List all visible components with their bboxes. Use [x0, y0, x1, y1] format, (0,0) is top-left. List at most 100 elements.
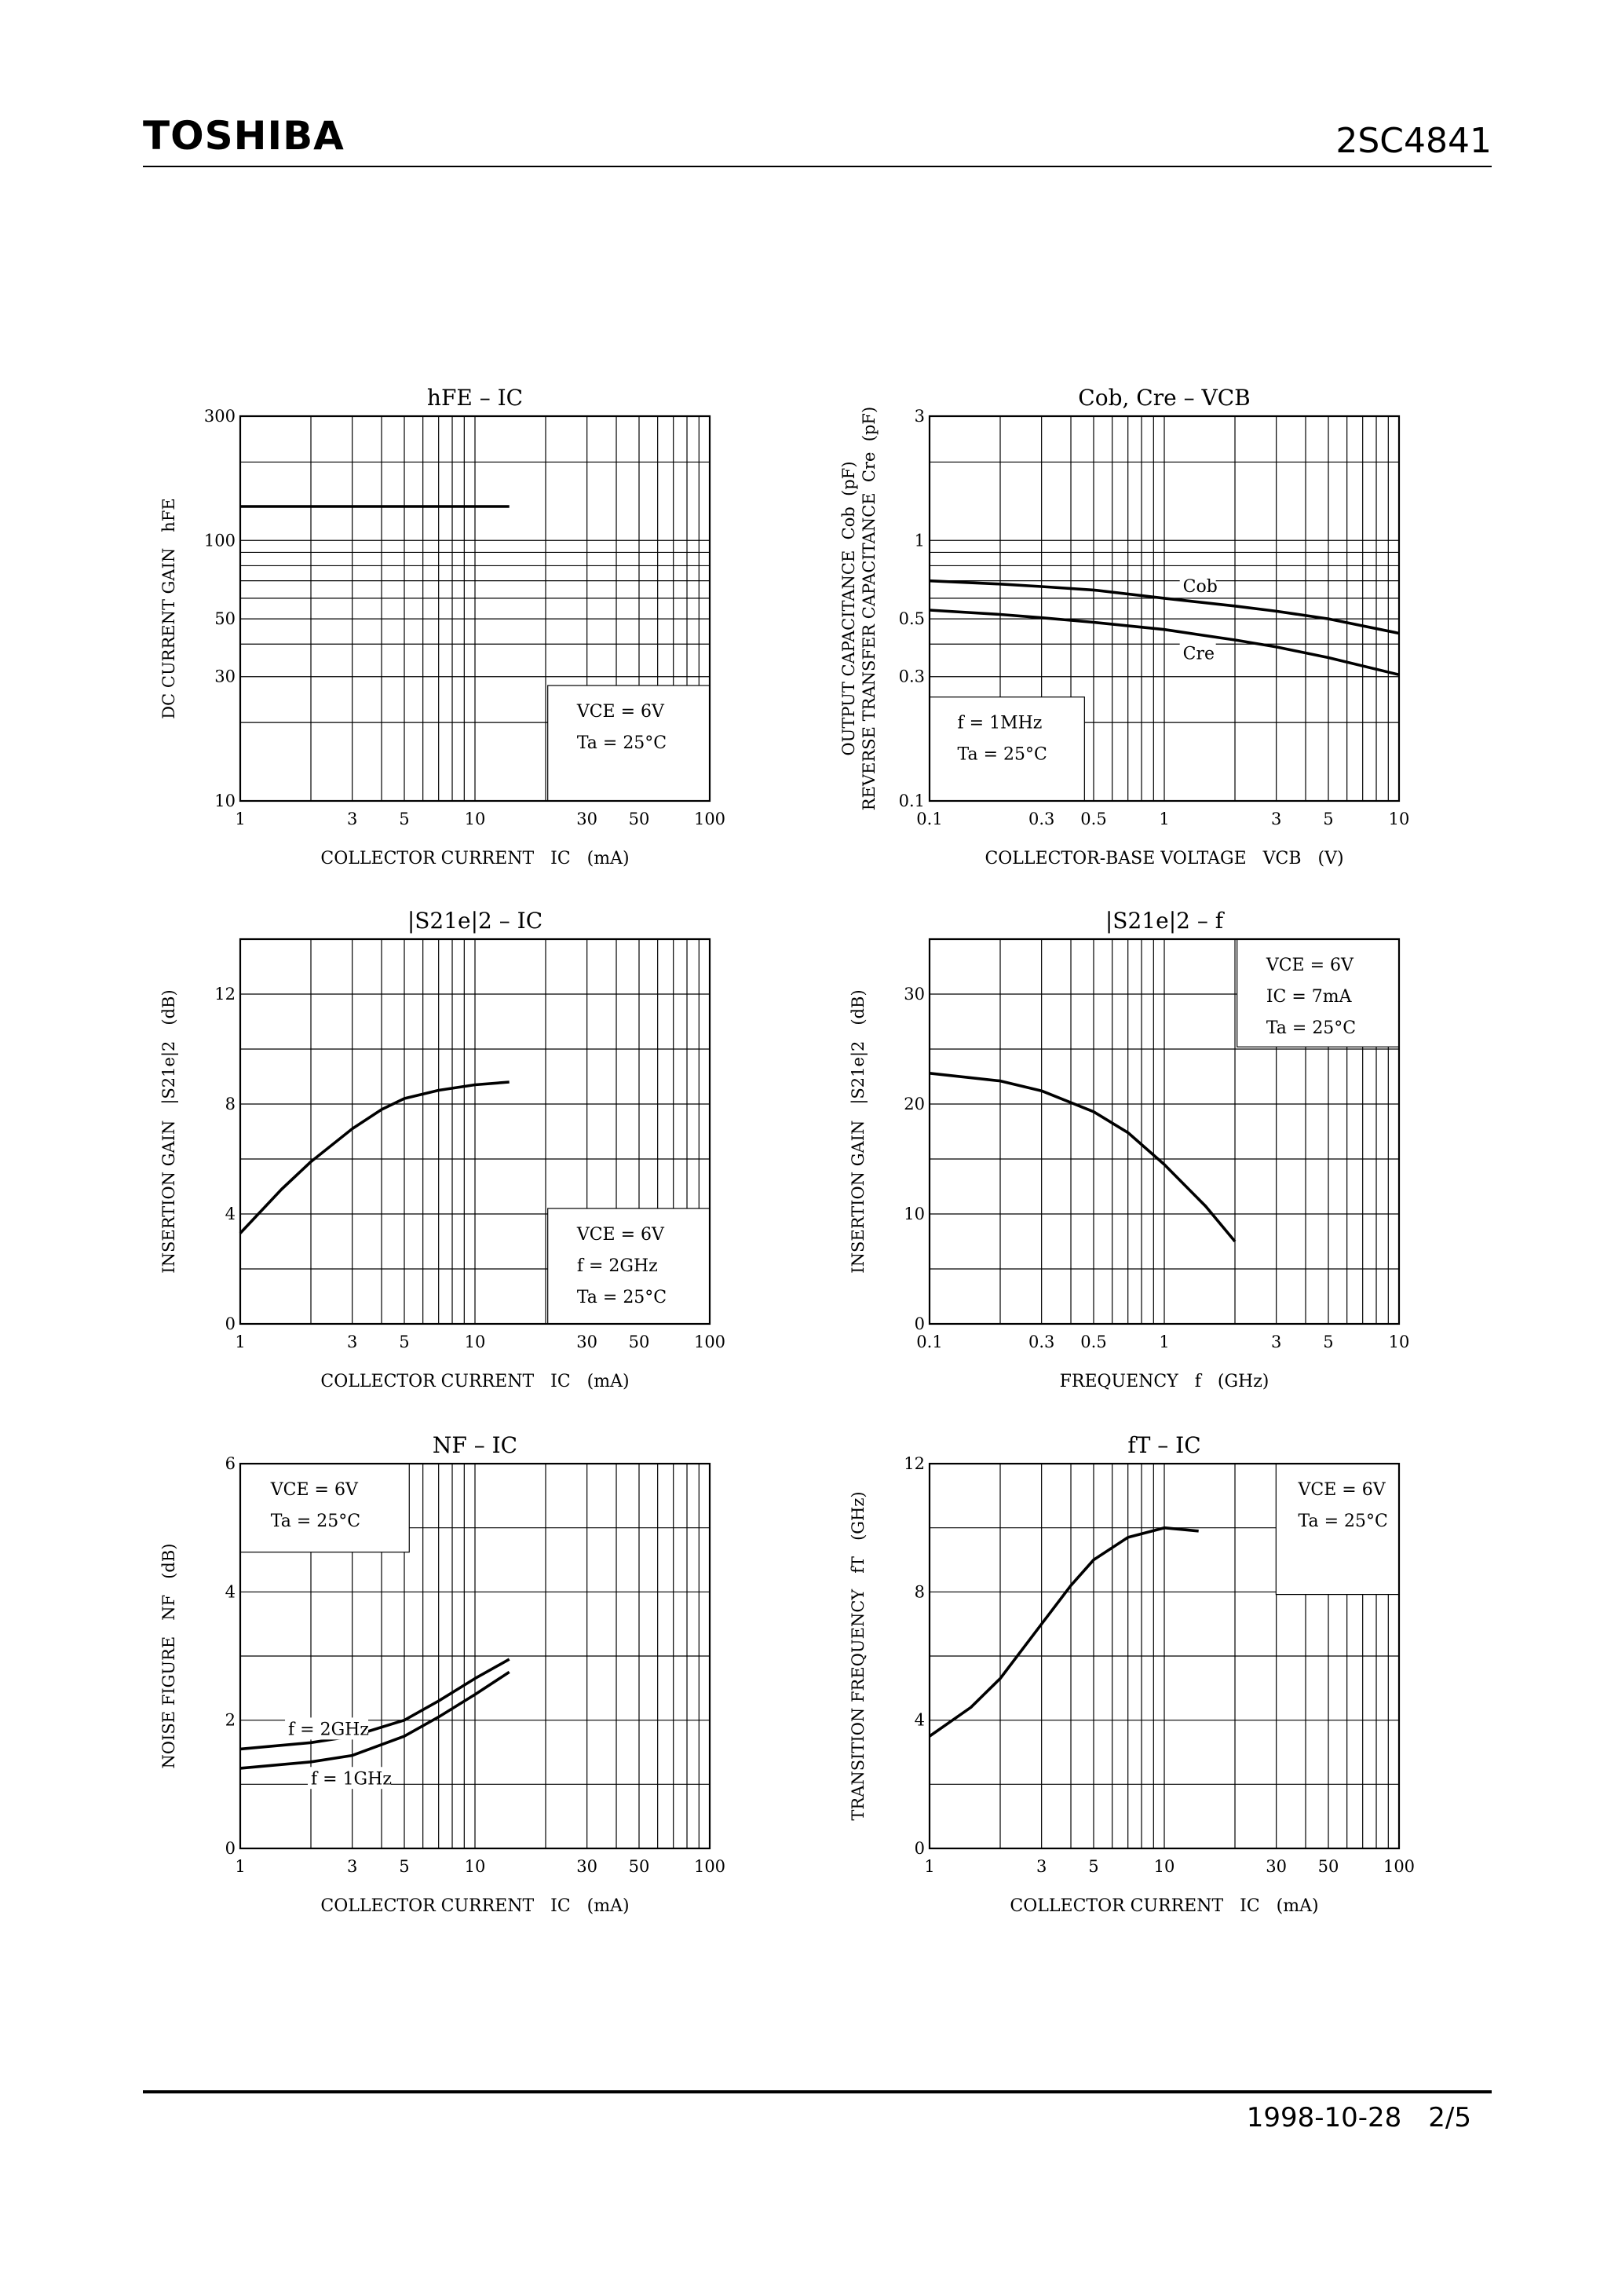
y-tick-label: 300: [204, 407, 236, 426]
series-label: Cre: [1183, 645, 1215, 664]
y-tick-label: 30: [904, 985, 925, 1004]
x-tick-label: 0.1: [916, 1333, 942, 1351]
series-label-bg: [308, 1767, 392, 1790]
x-tick-label: 30: [576, 1857, 597, 1876]
x-tick-label: 10: [1389, 1333, 1410, 1351]
chart-title: Cob, Cre – VCB: [1078, 385, 1250, 411]
grid: [240, 939, 710, 1324]
x-tick-label: 1: [235, 1857, 245, 1876]
y-tick-label: 8: [225, 1095, 236, 1113]
condition-label: VCE = 6V: [1266, 956, 1354, 975]
x-tick-label: 5: [1088, 1857, 1098, 1876]
x-tick-label: 0.3: [1028, 1333, 1054, 1351]
y-axis-label: INSERTION GAIN |S21e|2 (dB): [849, 989, 868, 1273]
footer-rule: [143, 2090, 1492, 2093]
y-tick-label: 20: [904, 1095, 925, 1113]
x-tick-label: 10: [465, 1333, 486, 1351]
x-tick-label: 0.3: [1028, 810, 1054, 828]
grid: [240, 1464, 710, 1848]
chart-6: VCE = 6V Ta = 25°C 1 3 5 10 30 50 100 0 4 8 12 fT – I…: [849, 1432, 1415, 1916]
plot-frame: [928, 938, 1401, 1325]
series-line: [928, 1526, 1199, 1738]
condition-label: Ta = 25°C: [577, 733, 667, 753]
series-label: f = 2GHz: [288, 1720, 369, 1739]
x-axis-label: COLLECTOR CURRENT IC (mA): [1010, 1896, 1318, 1916]
series-label: f = 1GHz: [311, 1769, 392, 1789]
y-tick-label: 4: [915, 1711, 925, 1730]
condition-label: Ta = 25°C: [1299, 1512, 1388, 1531]
series-line: [929, 579, 1400, 635]
x-tick-label: 100: [1383, 1857, 1415, 1876]
series-label-bg: [1179, 642, 1216, 664]
x-tick-label: 5: [1323, 810, 1333, 828]
plot-frame: [928, 415, 1401, 803]
y-tick-label: 4: [225, 1582, 236, 1601]
condition-label: VCE = 6V: [270, 1480, 359, 1500]
conditions-box: [547, 1208, 711, 1325]
x-tick-label: 0.5: [1080, 810, 1106, 828]
x-tick-label: 30: [576, 810, 597, 828]
conditions-box: [239, 1463, 410, 1553]
y-tick-label: 0: [225, 1839, 236, 1858]
y-tick-label: 30: [214, 667, 236, 686]
chart-5: VCE = 6V Ta = 25°C 1 3 5 10 30 50 100 0 2 4 6 NF – IC…: [159, 1432, 725, 1916]
y-axis-label: TRANSITION FREQUENCY fT (GHz): [849, 1491, 868, 1820]
x-tick-label: 10: [1389, 810, 1410, 828]
x-tick-label: 5: [399, 1333, 409, 1351]
conditions-box: [1237, 938, 1400, 1047]
x-tick-label: 5: [399, 1857, 409, 1876]
x-tick-label: 5: [1323, 1333, 1333, 1351]
chart-title: NF – IC: [433, 1432, 517, 1458]
x-axis-label: COLLECTOR-BASE VOLTAGE VCB (V): [985, 849, 1343, 868]
y-tick-label: 0: [915, 1839, 925, 1858]
footer-date: 1998-10-28: [1246, 2102, 1402, 2133]
conditions-box: [547, 685, 711, 802]
x-tick-label: 10: [1154, 1857, 1175, 1876]
plot-frame: [239, 415, 711, 803]
y-tick-label: 6: [225, 1454, 236, 1473]
plot-frame: [239, 938, 711, 1325]
y-tick-label: 4: [225, 1205, 236, 1223]
series-line: [239, 1658, 510, 1751]
plot-frame: [928, 1462, 1401, 1850]
chart-3: VCE = 6V f = 2GHz Ta = 25°C 1 3 5 10 30 50 100 0 4 8…: [159, 908, 725, 1391]
x-tick-label: 0.5: [1080, 1333, 1106, 1351]
x-tick-label: 3: [347, 1857, 357, 1876]
x-tick-label: 0.1: [916, 810, 942, 828]
grid: [930, 416, 1399, 801]
x-tick-label: 3: [1271, 1333, 1281, 1351]
y-tick-label: 0.5: [899, 609, 925, 628]
y-tick-label: 12: [214, 985, 236, 1004]
chart-2: f = 1MHz Ta = 25°C 0.1 0.3 0.5 1 3 5 10 0.1 0.3 0.5…: [839, 385, 1409, 868]
y-tick-label: 2: [225, 1711, 236, 1730]
x-tick-label: 10: [465, 1857, 486, 1876]
chart-title: |S21e|2 – IC: [407, 908, 542, 934]
x-tick-label: 1: [924, 1857, 934, 1876]
conditions-box: [1275, 1463, 1400, 1596]
footer-page: 2/5: [1428, 2102, 1471, 2133]
x-tick-label: 1: [235, 1333, 245, 1351]
y-tick-label: 0.3: [899, 667, 925, 686]
x-tick-label: 100: [694, 1333, 725, 1351]
y-tick-label: 8: [915, 1582, 925, 1601]
x-tick-label: 3: [347, 1333, 357, 1351]
x-axis-label: COLLECTOR CURRENT IC (mA): [320, 849, 629, 868]
series-line: [929, 1072, 1237, 1243]
series-line: [239, 1080, 510, 1234]
x-tick-label: 100: [694, 1857, 725, 1876]
y-axis-label: OUTPUT CAPACITANCE Cob (pF): [839, 461, 858, 755]
chart-1: VCE = 6V Ta = 25°C 1 3 5 10 30 50 100 10 30 50 100 30…: [159, 385, 725, 868]
footer: 1998-10-28 2/5: [1247, 2104, 1471, 2131]
brand-logo: TOSHIBA: [143, 113, 345, 159]
condition-label: Ta = 25°C: [1266, 1018, 1356, 1038]
series-label-bg: [1179, 574, 1216, 597]
y-tick-label: 1: [915, 531, 925, 550]
part-number: 2SC4841: [1335, 121, 1492, 161]
x-axis-label: FREQUENCY f (GHz): [1060, 1372, 1269, 1391]
condition-label: VCE = 6V: [1298, 1480, 1386, 1500]
y-tick-label: 100: [204, 531, 236, 550]
condition-label: f = 2GHz: [577, 1256, 658, 1276]
y-tick-label: 10: [904, 1205, 925, 1223]
x-tick-label: 1: [1159, 810, 1169, 828]
